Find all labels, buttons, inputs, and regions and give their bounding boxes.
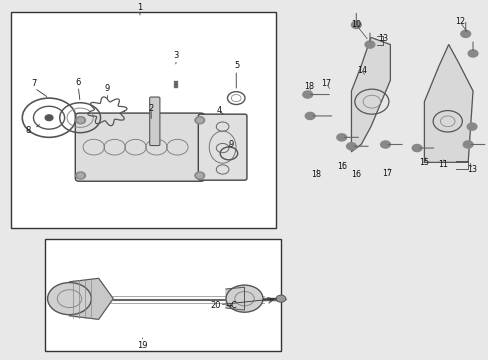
Bar (174, 86, 177, 87)
Circle shape (47, 283, 91, 315)
Circle shape (336, 134, 346, 141)
Circle shape (380, 141, 389, 148)
Text: 20: 20 (210, 301, 220, 310)
Polygon shape (225, 287, 244, 310)
Bar (11, 13, 276, 228)
Text: 12: 12 (454, 17, 464, 26)
Text: 4: 4 (216, 106, 222, 115)
Circle shape (411, 144, 421, 152)
Text: 9: 9 (104, 84, 110, 93)
Bar (174, 81, 177, 82)
Text: 13: 13 (377, 33, 387, 42)
Text: 3: 3 (173, 51, 179, 60)
Polygon shape (351, 37, 389, 152)
Text: 13: 13 (466, 165, 476, 174)
Circle shape (195, 117, 204, 124)
Circle shape (195, 172, 204, 179)
Text: 7: 7 (32, 79, 37, 88)
Polygon shape (424, 45, 472, 162)
Text: 18: 18 (304, 82, 313, 91)
Text: →C: →C (225, 301, 237, 310)
Text: 11: 11 (437, 159, 447, 168)
Circle shape (466, 123, 476, 130)
Text: 17: 17 (381, 168, 391, 177)
Circle shape (302, 91, 312, 98)
Bar (45, 239, 281, 351)
Text: 9: 9 (228, 140, 233, 149)
Circle shape (460, 30, 469, 37)
Text: 1: 1 (137, 3, 142, 12)
Text: 2: 2 (148, 104, 153, 113)
Circle shape (76, 117, 85, 124)
Circle shape (197, 174, 202, 178)
Polygon shape (69, 278, 113, 319)
Text: 6: 6 (75, 77, 81, 86)
Circle shape (305, 112, 314, 120)
Circle shape (76, 172, 85, 179)
Text: 18: 18 (311, 170, 321, 179)
Circle shape (197, 118, 202, 122)
Text: 17: 17 (321, 78, 330, 87)
Text: 5: 5 (234, 62, 239, 71)
Circle shape (462, 141, 472, 148)
Text: 16: 16 (336, 162, 346, 171)
Bar (174, 83, 177, 85)
Circle shape (45, 115, 53, 121)
Circle shape (467, 50, 477, 57)
FancyBboxPatch shape (198, 114, 246, 180)
Circle shape (276, 295, 285, 302)
Circle shape (365, 41, 374, 48)
FancyBboxPatch shape (149, 97, 160, 145)
Text: 14: 14 (356, 66, 366, 75)
Circle shape (346, 143, 356, 150)
Text: 10: 10 (350, 21, 361, 30)
FancyBboxPatch shape (75, 113, 204, 181)
Text: 16: 16 (350, 170, 361, 179)
Text: 8: 8 (25, 126, 31, 135)
Circle shape (351, 21, 361, 28)
Text: 19: 19 (137, 341, 147, 350)
Circle shape (78, 118, 83, 122)
Circle shape (225, 285, 263, 312)
Text: 15: 15 (419, 158, 428, 167)
Circle shape (78, 174, 83, 178)
